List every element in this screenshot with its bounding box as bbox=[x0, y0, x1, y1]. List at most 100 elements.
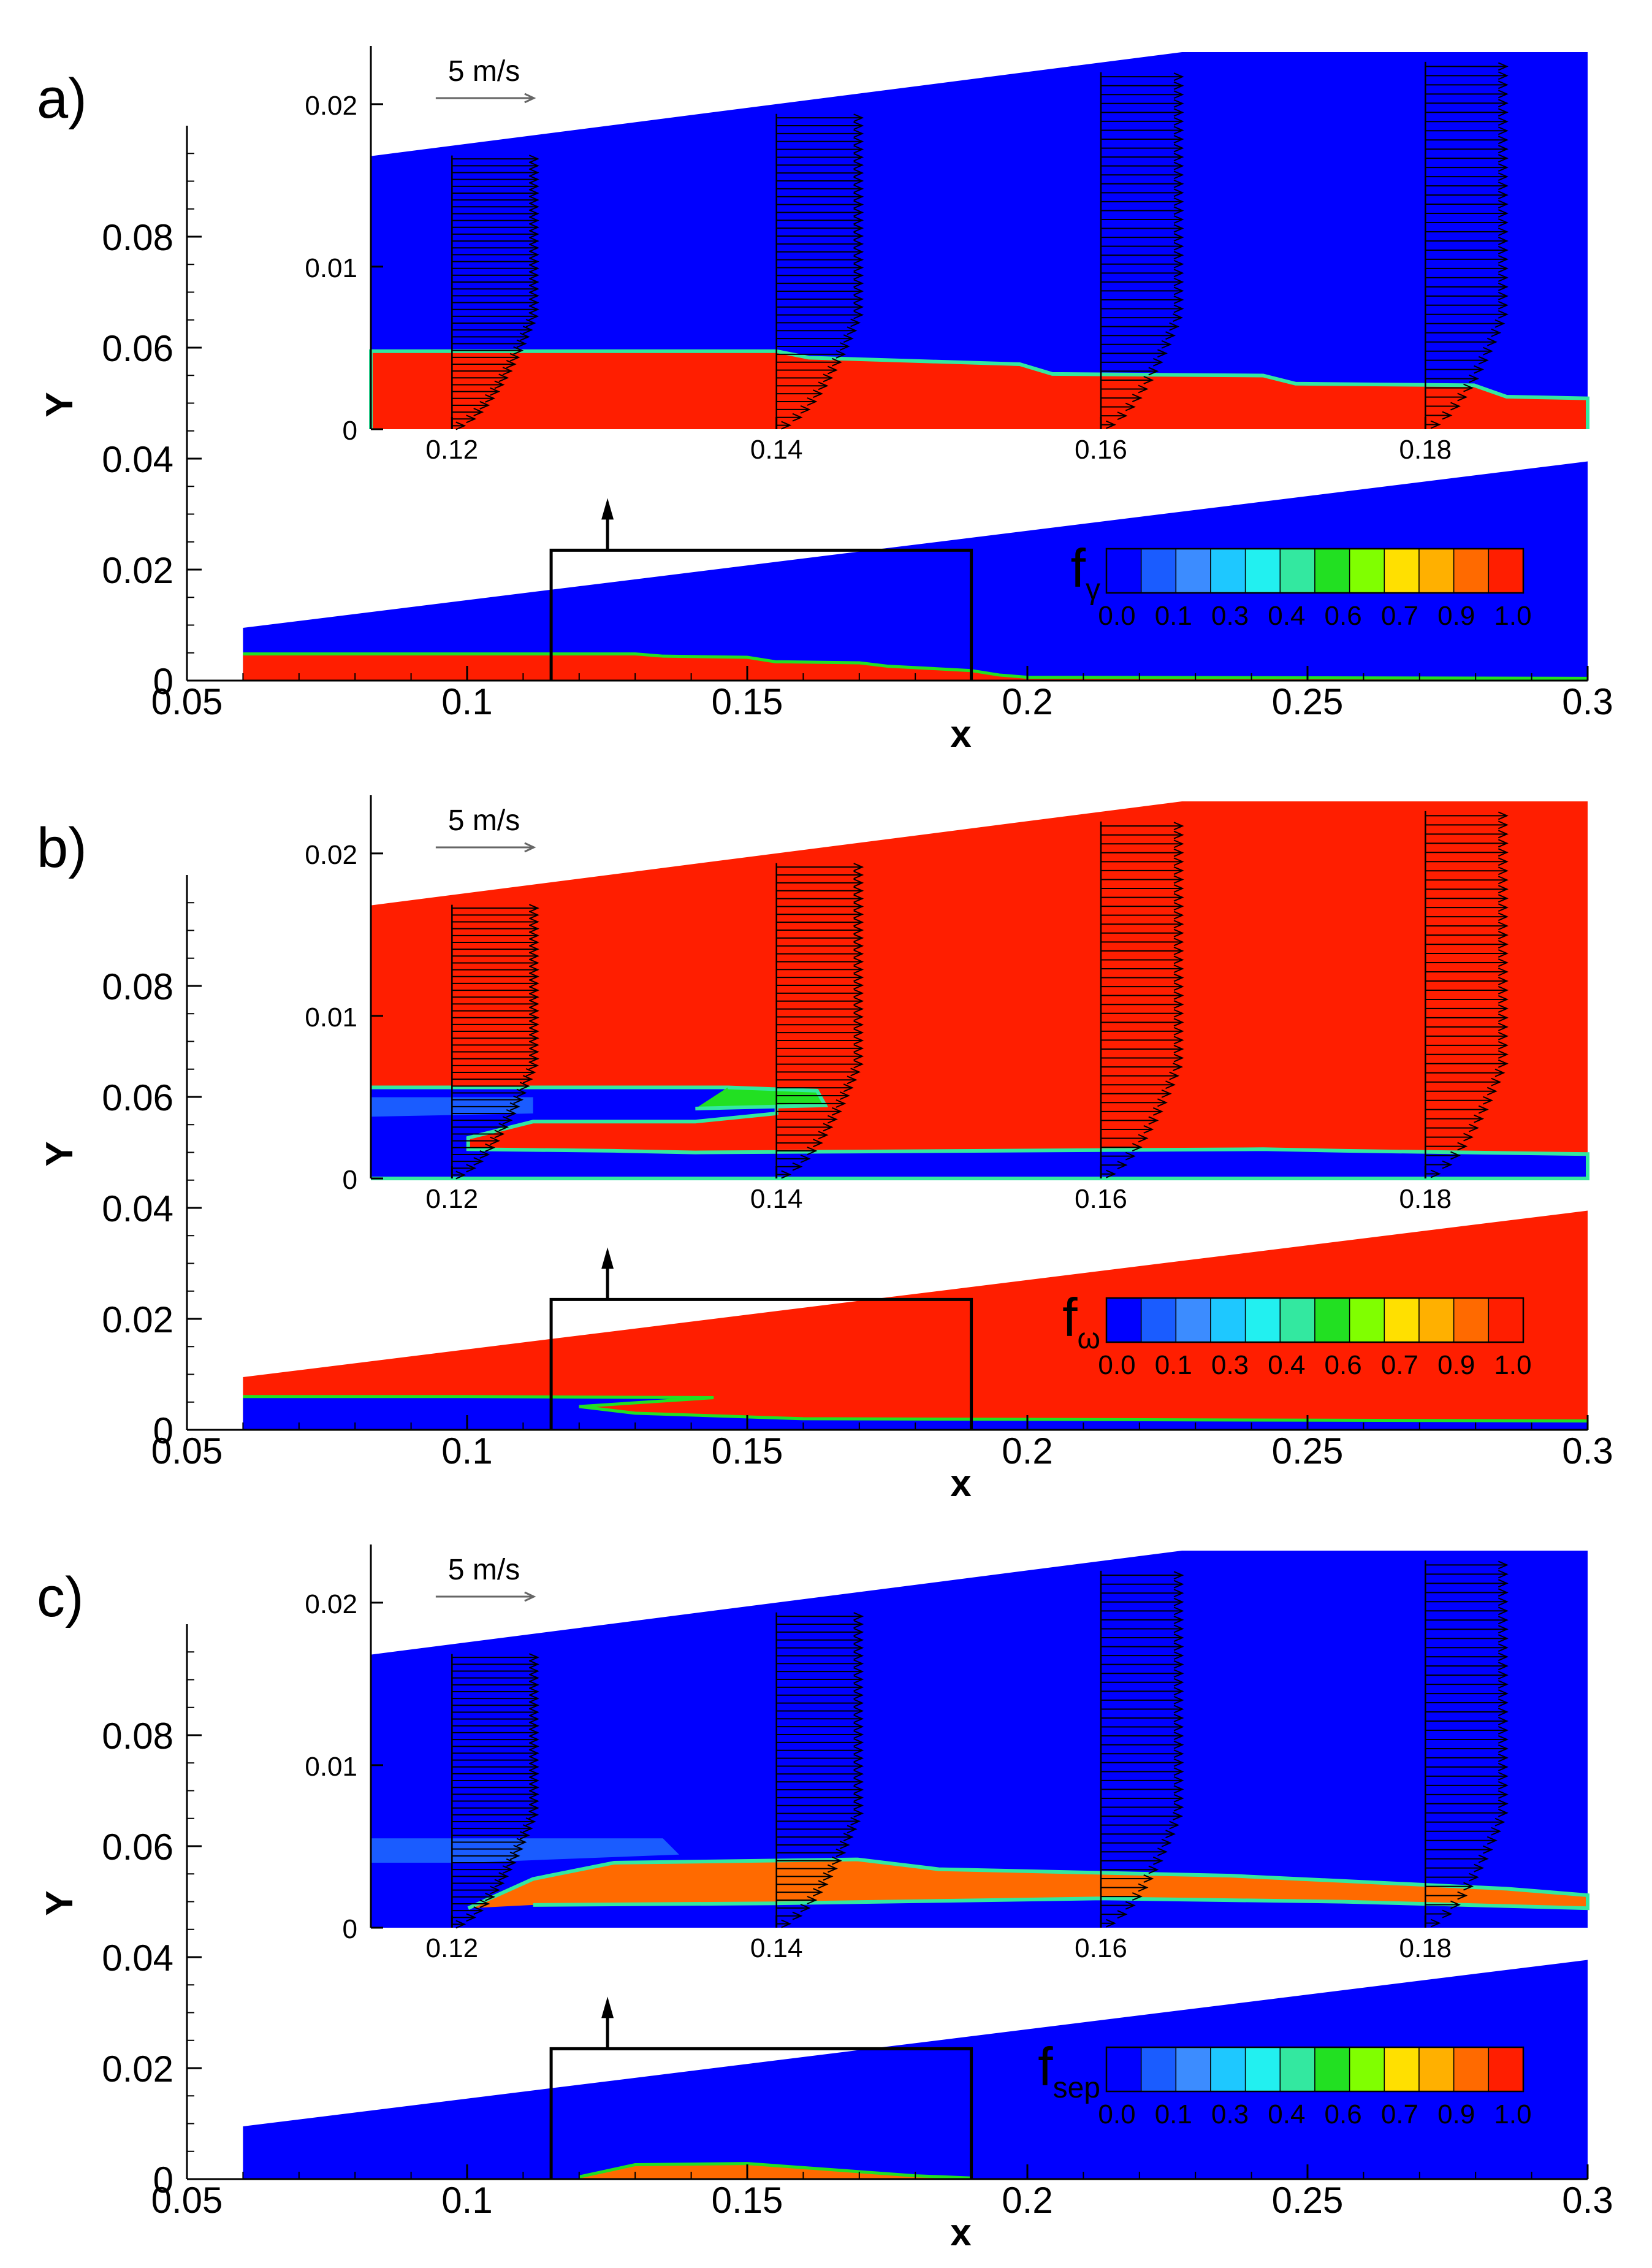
velocity-vector-head bbox=[1173, 946, 1184, 955]
velocity-vector-head bbox=[1498, 820, 1509, 830]
velocity-vector-head bbox=[1498, 1808, 1509, 1817]
velocity-vector-head bbox=[1463, 383, 1474, 392]
velocity-vector-head bbox=[1483, 1096, 1493, 1105]
colorbar-tick-label: 0.7 bbox=[1381, 601, 1418, 631]
velocity-vector-head bbox=[1498, 145, 1509, 154]
velocity-vector-head bbox=[528, 1783, 539, 1792]
velocity-profile bbox=[1425, 1560, 1509, 1928]
inset-separation-layer bbox=[468, 1859, 1588, 1909]
velocity-vector-head bbox=[1430, 1169, 1441, 1178]
main-y-tick-label: 0.04 bbox=[102, 1938, 173, 1979]
velocity-vector-head bbox=[1143, 1874, 1154, 1883]
velocity-vector-head bbox=[1498, 191, 1509, 199]
velocity-vector-head bbox=[528, 1755, 539, 1765]
velocity-vector-head bbox=[1173, 81, 1184, 90]
velocity-vector-head bbox=[1173, 1678, 1184, 1687]
velocity-vector-head bbox=[1138, 384, 1149, 394]
colorbar-swatch bbox=[1418, 548, 1455, 594]
velocity-vector-head bbox=[1498, 80, 1509, 90]
velocity-vector-head bbox=[853, 910, 864, 919]
velocity-vector-head bbox=[528, 938, 539, 947]
velocity-vector-head bbox=[853, 1627, 864, 1636]
velocity-vector-head bbox=[516, 339, 527, 348]
velocity-vector-head bbox=[1173, 313, 1184, 323]
colorbar-swatch bbox=[1140, 1297, 1177, 1343]
velocity-vector-head bbox=[853, 1044, 864, 1053]
colorbar: 0.0 0.1 0.3 0.4 0.6 0.7 0.9 1.0 fω bbox=[1062, 1287, 1532, 1380]
velocity-vector-head bbox=[843, 334, 854, 343]
velocity-vector-head bbox=[1498, 1726, 1509, 1735]
velocity-vector-head bbox=[853, 1793, 864, 1802]
velocity-vector-head bbox=[1491, 1077, 1502, 1086]
colorbar-swatch bbox=[1349, 1297, 1385, 1343]
main-x-tick-label: 0.3 bbox=[1562, 1430, 1613, 1472]
velocity-vector-head bbox=[1478, 1105, 1489, 1114]
velocity-vector-head bbox=[1498, 912, 1509, 922]
velocity-vector-head bbox=[528, 945, 539, 954]
velocity-vector-head bbox=[853, 1052, 864, 1061]
velocity-vector-head bbox=[1173, 1018, 1184, 1027]
colorbar-tick-label: 0.4 bbox=[1268, 2099, 1305, 2129]
main-contour-edge bbox=[243, 652, 1588, 680]
velocity-vector-head bbox=[1173, 126, 1184, 135]
velocity-vector-head bbox=[781, 1919, 792, 1928]
velocity-vector-head bbox=[847, 1825, 858, 1834]
velocity-vector-head bbox=[1173, 857, 1184, 866]
velocity-vector-head bbox=[853, 1785, 864, 1794]
velocity-vector-head bbox=[528, 999, 539, 1009]
velocity-vector-head bbox=[1498, 885, 1509, 894]
velocity-vector-head bbox=[522, 1075, 533, 1084]
inset-y-tick-label: 0.02 bbox=[305, 91, 357, 121]
main-y-label: Y bbox=[39, 392, 81, 417]
colorbar-swatch bbox=[1384, 1297, 1420, 1343]
velocity-vector-head bbox=[1173, 116, 1184, 126]
velocity-vector-head bbox=[528, 311, 539, 321]
velocity-profile bbox=[775, 1612, 864, 1928]
velocity-vector-head bbox=[792, 413, 803, 422]
velocity-vector-head bbox=[1173, 1026, 1184, 1036]
velocity-vector-head bbox=[528, 161, 539, 170]
velocity-vector-head bbox=[853, 863, 864, 872]
colorbar-label: fsep bbox=[1038, 2036, 1100, 2104]
colorbar-frame bbox=[1105, 548, 1524, 594]
velocity-vector-head bbox=[455, 1920, 466, 1929]
velocity-vector-head bbox=[1173, 170, 1184, 180]
velocity-vector-head bbox=[1498, 1689, 1509, 1698]
velocity-vector-head bbox=[1173, 1053, 1184, 1063]
velocity-vector-head bbox=[800, 1154, 811, 1163]
velocity-vector-head bbox=[1498, 986, 1509, 995]
velocity-vector-head bbox=[1498, 71, 1509, 80]
velocity-vector-head bbox=[455, 1170, 466, 1180]
inset-green-tip-edge bbox=[695, 1085, 829, 1111]
velocity-vector-head bbox=[853, 255, 864, 264]
velocity-vector-head bbox=[1498, 1799, 1509, 1808]
velocity-vector-head bbox=[528, 1027, 539, 1036]
velocity-vector-head bbox=[853, 886, 864, 895]
velocity-vector-head bbox=[850, 1067, 861, 1077]
velocity-vector-head bbox=[1498, 1790, 1509, 1799]
velocity-vector-head bbox=[1498, 848, 1509, 857]
colorbar-tick-label: 1.0 bbox=[1494, 1350, 1531, 1380]
velocity-vector-head bbox=[525, 1817, 536, 1826]
main-y-tick-label: 0 bbox=[153, 1410, 173, 1451]
velocity-vector-head bbox=[1173, 991, 1184, 1000]
velocity-vector-head bbox=[1498, 227, 1509, 236]
velocity-vector-head bbox=[839, 1091, 850, 1100]
velocity-vector-head bbox=[836, 349, 847, 359]
velocity-vector-head bbox=[1173, 1009, 1184, 1018]
velocity-vector-head bbox=[528, 270, 539, 280]
velocity-vector-head bbox=[1498, 903, 1509, 912]
velocity-vector-head bbox=[853, 302, 864, 311]
velocity-vector-head bbox=[853, 1801, 864, 1810]
velocity-vector-head bbox=[1173, 1615, 1184, 1624]
colorbar-frame bbox=[1105, 1297, 1524, 1343]
velocity-vector-head bbox=[1173, 964, 1184, 973]
velocity-vector-head bbox=[1469, 1873, 1479, 1882]
velocity-profile bbox=[1100, 72, 1184, 429]
velocity-vector-head bbox=[513, 1844, 524, 1854]
velocity-vector-head bbox=[853, 279, 864, 288]
velocity-vector-head bbox=[1498, 1570, 1509, 1579]
velocity-vector-head bbox=[1498, 1753, 1509, 1762]
velocity-vector-head bbox=[1173, 1695, 1184, 1705]
velocity-vector-head bbox=[528, 196, 539, 205]
